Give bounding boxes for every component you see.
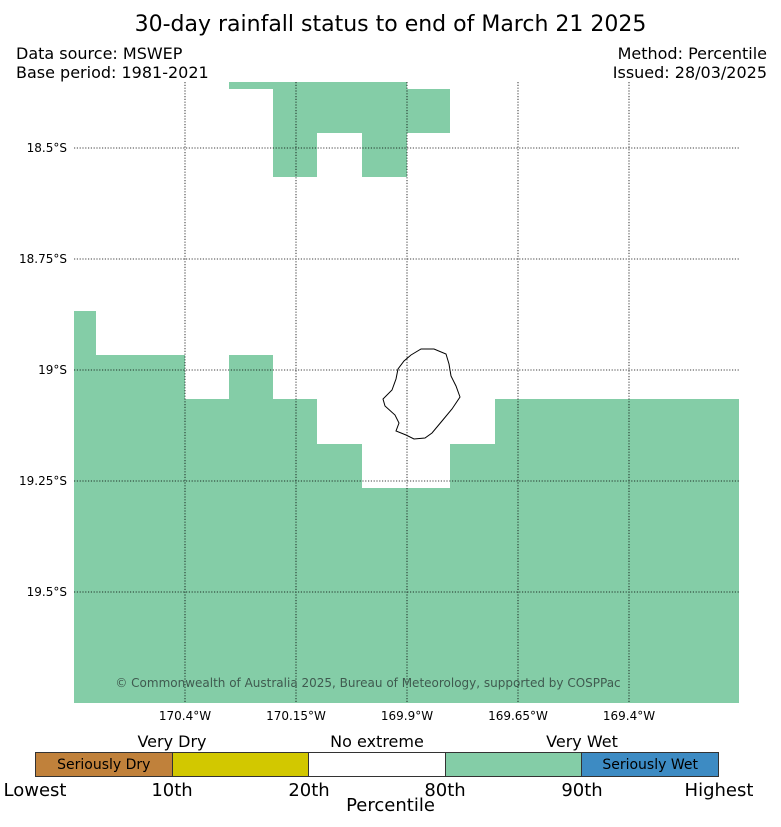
meta-left: Data source: MSWEP Base period: 1981-202… — [16, 44, 209, 82]
lon-label: 169.4°W — [603, 709, 655, 723]
legend-segment-very-wet — [445, 753, 583, 776]
wet-cells — [74, 82, 739, 703]
wet-cell — [273, 133, 317, 177]
legend-group-very-wet: Very Wet — [546, 732, 618, 751]
legend-tick-10th: 10th — [151, 780, 193, 801]
wet-cell — [229, 82, 273, 89]
lon-label: 170.15°W — [266, 709, 326, 723]
lon-label: 169.65°W — [488, 709, 548, 723]
legend-tick-90th: 90th — [561, 780, 603, 801]
legend-segment-seriously-dry: Seriously Dry — [36, 753, 173, 776]
copyright-notice: © Commonwealth of Australia 2025, Bureau… — [115, 676, 620, 690]
lon-label: 169.9°W — [381, 709, 433, 723]
legend-tick-80th: 80th — [424, 780, 466, 801]
issued-date: Issued: 28/03/2025 — [612, 63, 767, 82]
legend-tick-lowest: Lowest — [3, 780, 67, 801]
wet-cell — [273, 82, 407, 133]
lat-label: 18.5°S — [27, 141, 67, 155]
wet-cell — [407, 89, 450, 133]
lon-labels: 170.4°W 170.15°W 169.9°W 169.65°W 169.4°… — [159, 709, 655, 723]
legend-group-no-extreme: No extreme — [330, 732, 424, 751]
wet-cell — [74, 355, 185, 399]
wet-cell — [495, 399, 739, 444]
wet-cell — [74, 399, 317, 444]
data-source: Data source: MSWEP — [16, 44, 183, 63]
chart-title: 30-day rainfall status to end of March 2… — [134, 12, 647, 37]
legend-segment-label: Seriously Wet — [602, 756, 698, 773]
lat-label: 19°S — [38, 363, 67, 377]
legend-tick-highest: Highest — [684, 780, 754, 801]
wet-cell — [74, 311, 96, 355]
meta-right: Method: Percentile Issued: 28/03/2025 — [613, 44, 767, 82]
legend-group-very-dry: Very Dry — [137, 732, 207, 751]
method: Method: Percentile — [617, 44, 767, 63]
lat-label: 18.75°S — [19, 252, 67, 266]
wet-cell — [362, 133, 407, 177]
wet-cell — [229, 355, 273, 399]
wet-cell — [74, 488, 739, 703]
legend-segment-very-dry — [172, 753, 310, 776]
legend-segment-label: Seriously Dry — [57, 756, 151, 773]
lon-label: 170.4°W — [159, 709, 211, 723]
lat-labels: 18.5°S 18.75°S 19°S 19.25°S 19.5°S — [19, 141, 67, 599]
legend-colorbar: Seriously Dry Seriously Wet — [35, 752, 719, 777]
base-period: Base period: 1981-2021 — [16, 63, 209, 82]
legend-tick-20th: 20th — [288, 780, 330, 801]
lat-label: 19.25°S — [19, 474, 67, 488]
legend-segment-no-extreme — [309, 753, 446, 776]
rainfall-map: 18.5°S 18.75°S 19°S 19.25°S 19.5°S 170.4… — [19, 82, 739, 723]
legend-axis-title: Percentile — [346, 795, 435, 816]
niue-island-outline — [382, 348, 461, 440]
lat-label: 19.5°S — [27, 585, 67, 599]
legend-segment-seriously-wet: Seriously Wet — [582, 753, 718, 776]
